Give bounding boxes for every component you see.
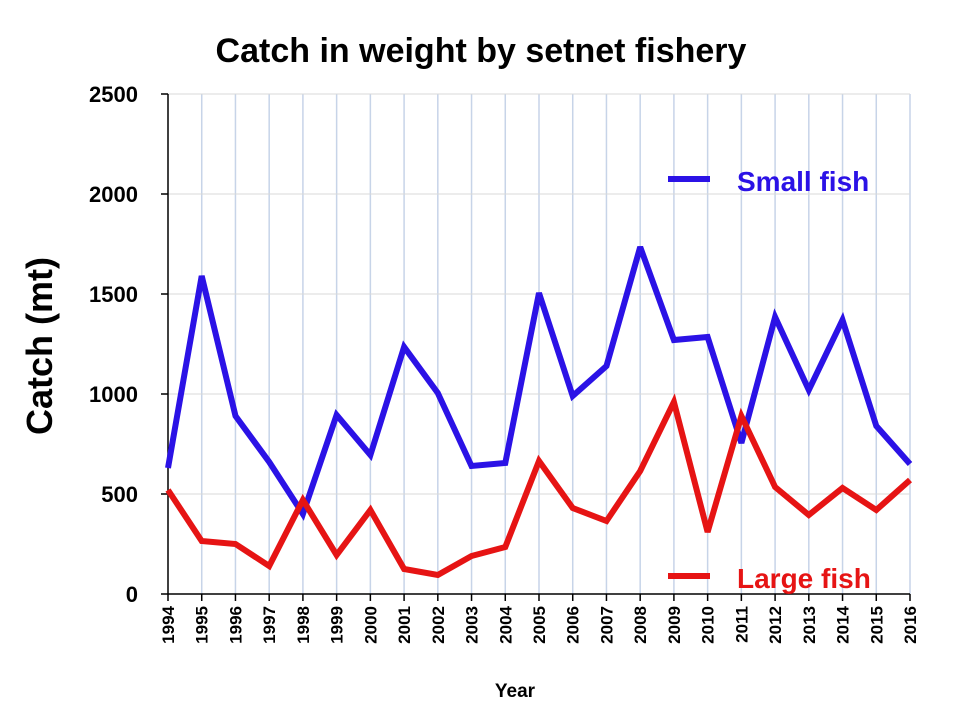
x-tick-label: 2009 — [665, 606, 684, 644]
y-tick-label: 500 — [101, 482, 138, 507]
x-tick-label: 2011 — [732, 606, 751, 643]
y-axis-ticks: 0 500 1000 1500 2000 2500 — [89, 82, 168, 607]
x-tick-label: 1997 — [260, 606, 279, 644]
x-tick-label: 2004 — [496, 605, 515, 643]
x-tick-label: 2002 — [429, 606, 448, 644]
chart-title: Catch in weight by setnet fishery — [216, 32, 747, 70]
x-axis-ticks: 1994 1995 1996 1997 1998 1999 2000 2001 2002 2003… — [159, 594, 920, 644]
y-tick-label: 1500 — [89, 282, 138, 307]
x-tick-label: 2010 — [699, 606, 718, 644]
x-tick-label: 1999 — [328, 606, 347, 644]
x-axis-label: Year — [495, 681, 536, 702]
series-line-large-fish — [165, 393, 912, 579]
x-tick-label: 1995 — [193, 606, 212, 644]
y-tick-label: 1000 — [89, 382, 138, 407]
x-tick-label: 2015 — [867, 606, 886, 644]
x-tick-label: 1996 — [226, 606, 245, 644]
legend: Small fish Large fish — [668, 166, 871, 594]
x-tick-label: 2007 — [597, 606, 616, 644]
series-lines — [165, 245, 913, 579]
x-tick-label: 2000 — [361, 606, 380, 644]
legend-label-small-fish: Small fish — [737, 166, 869, 197]
x-tick-label: 2001 — [395, 606, 414, 644]
x-tick-label: 1994 — [159, 605, 178, 643]
x-tick-label: 2012 — [766, 606, 785, 644]
y-tick-label: 2000 — [89, 182, 138, 207]
legend-label-large-fish: Large fish — [737, 563, 871, 594]
x-tick-label: 2006 — [564, 606, 583, 644]
x-tick-label: 2016 — [901, 606, 920, 644]
y-tick-label: 0 — [126, 582, 138, 607]
x-tick-label: 2014 — [834, 605, 853, 643]
x-tick-label: 1998 — [294, 606, 313, 644]
x-tick-label: 2005 — [530, 606, 549, 644]
x-tick-label: 2013 — [800, 606, 819, 644]
x-tick-label: 2008 — [631, 606, 650, 644]
series-line-small-fish — [165, 245, 913, 521]
x-tick-label: 2003 — [463, 606, 482, 644]
y-tick-label: 2500 — [89, 82, 138, 107]
y-axis-label: Catch (mt) — [19, 257, 60, 435]
